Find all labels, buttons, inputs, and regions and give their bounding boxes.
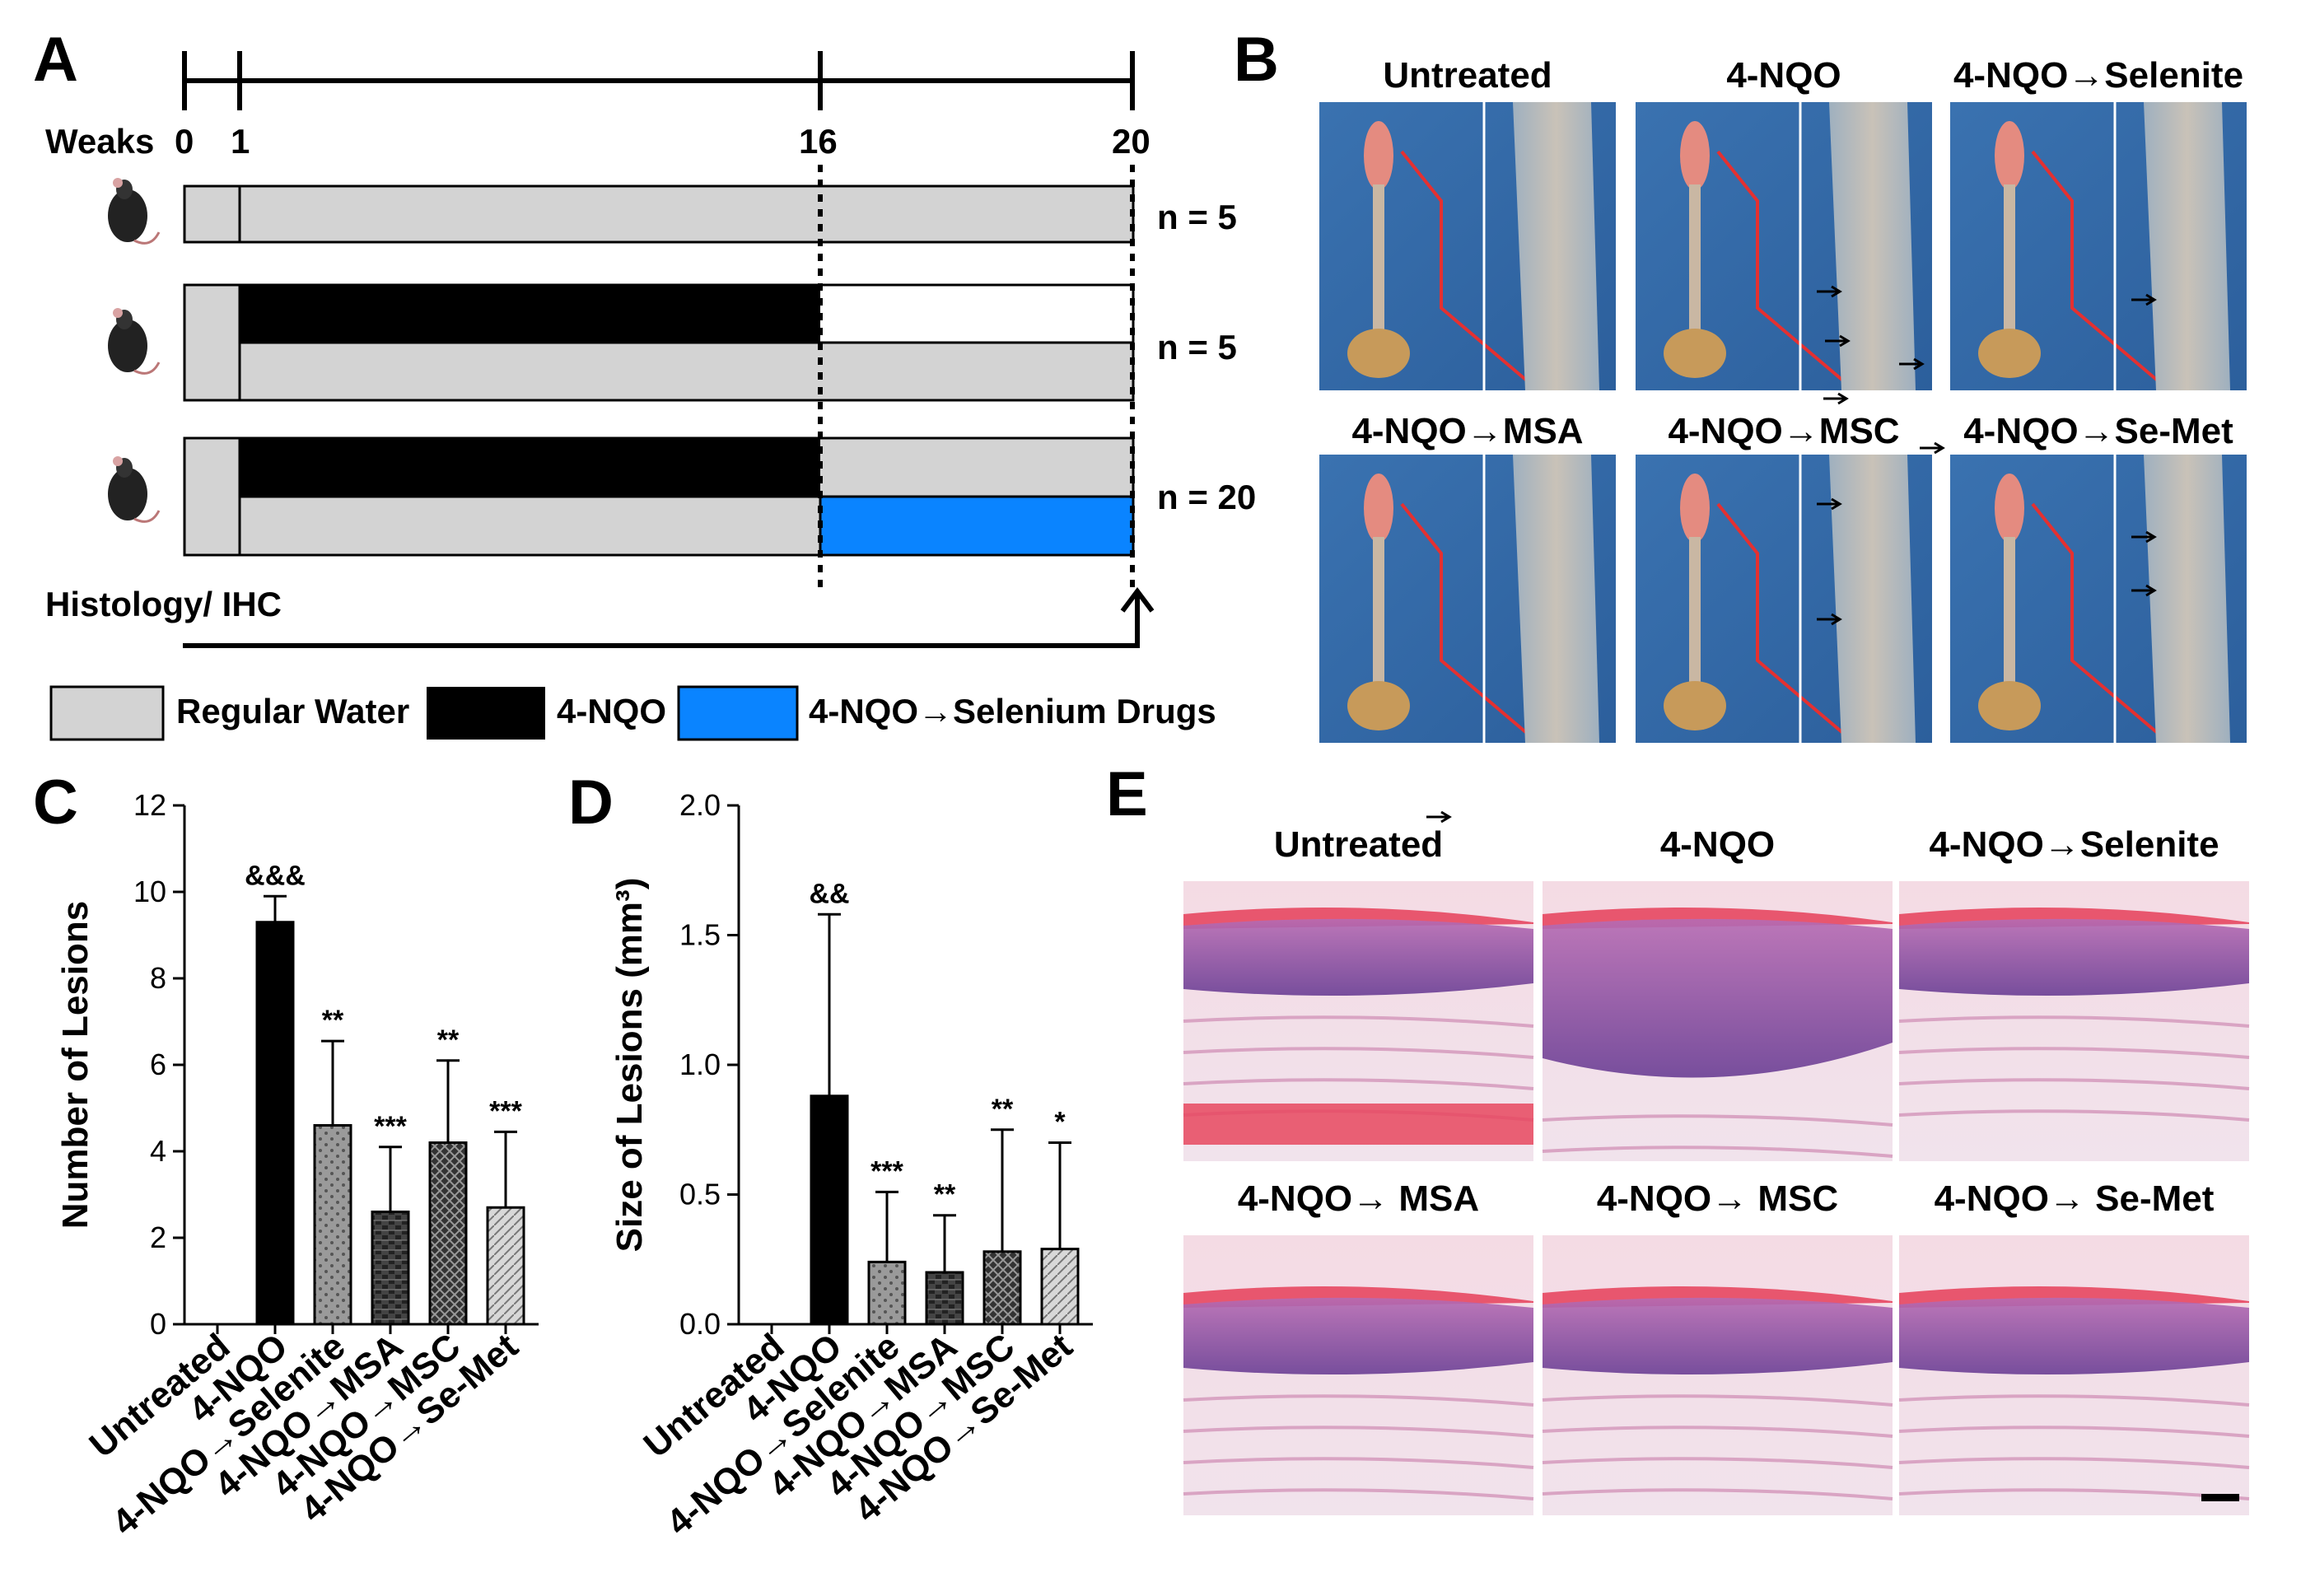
y-tick-label: 10 xyxy=(133,875,166,908)
week-axis-label: Weaks xyxy=(45,122,154,161)
y-tick-label: 0 xyxy=(150,1307,166,1341)
gross-photo-title: 4-NQO→MSA xyxy=(1351,411,1583,451)
gross-photo-grid: Untreated 4-NQO 4-NQO→Selenite 4-NQO→MSA 4-N… xyxy=(1319,55,2247,824)
y-tick-label: 4 xyxy=(150,1134,166,1168)
y-tick-label: 1.0 xyxy=(679,1048,721,1081)
histology-title: 4-NQO→Selenite xyxy=(1929,824,2219,865)
legend-label-4nqo: 4-NQO xyxy=(557,692,666,730)
y-tick-label: 12 xyxy=(133,788,166,822)
mouse-icon xyxy=(108,178,161,245)
gross-photo xyxy=(1319,455,1616,824)
histology-image xyxy=(1542,881,1893,1161)
significance-label: && xyxy=(809,878,849,909)
bar xyxy=(428,1141,468,1326)
y-tick-label: 1.5 xyxy=(679,918,721,952)
panel-label-a: A xyxy=(33,25,78,95)
bar xyxy=(1040,1248,1080,1326)
group-2-bars xyxy=(183,283,1135,402)
gross-photo-title: 4-NQO→Se-Met xyxy=(1963,411,2233,451)
legend-label-water: Regular Water xyxy=(176,692,409,730)
significance-label: *** xyxy=(870,1155,903,1187)
y-tick-label: 2 xyxy=(150,1220,166,1254)
legend-swatch-4nqo xyxy=(427,687,545,740)
histology-image xyxy=(1183,881,1534,1161)
gross-photo xyxy=(1950,102,2247,492)
significance-label: * xyxy=(1054,1107,1066,1138)
y-tick-label: 0.5 xyxy=(679,1178,721,1211)
histology-title: Untreated xyxy=(1274,824,1443,865)
gross-photo xyxy=(1319,102,1616,390)
y-axis-label: Size of Lesions (mm³) xyxy=(609,878,650,1253)
bar xyxy=(486,1206,525,1326)
significance-label: ** xyxy=(322,1005,344,1036)
significance-label: *** xyxy=(374,1111,407,1142)
gross-photo-title: 4-NQO→Selenite xyxy=(1953,55,2243,96)
gross-photo xyxy=(1636,455,1932,743)
mouse-icon xyxy=(108,308,161,375)
y-tick-label: 0.0 xyxy=(679,1307,721,1341)
legend-swatch-selenium xyxy=(677,685,799,741)
y-tick-label: 8 xyxy=(150,961,166,995)
week-tick-label-0: 0 xyxy=(175,122,194,161)
histology-image xyxy=(1898,881,2250,1161)
panel-label-b: B xyxy=(1234,25,1279,95)
endpoint-arrow-icon xyxy=(1120,587,1155,613)
week-tick-label-20: 20 xyxy=(1112,122,1150,161)
scale-bar xyxy=(2201,1494,2239,1501)
significance-label: ** xyxy=(992,1094,1014,1125)
y-axis-label: Number of Lesions xyxy=(55,901,96,1230)
significance-label: ** xyxy=(437,1024,460,1056)
panel-label-c: C xyxy=(33,768,78,838)
histology-title: 4-NQO→ MSC xyxy=(1597,1178,1838,1219)
bar xyxy=(255,921,295,1326)
bar xyxy=(925,1271,964,1326)
week-tick-label-1: 1 xyxy=(231,122,250,161)
panel-label-d: D xyxy=(568,768,614,838)
timeline-panel: Weaks 0 1 16 20 xyxy=(45,51,1256,741)
gross-photo xyxy=(1636,102,1945,455)
histology-title: 4-NQO→ Se-Met xyxy=(1935,1178,2215,1219)
significance-label: ** xyxy=(934,1179,956,1211)
histology-image xyxy=(1542,1235,1893,1515)
histology-image xyxy=(1898,1235,2250,1515)
histology-title: 4-NQO xyxy=(1660,824,1775,865)
bar xyxy=(371,1211,410,1326)
gross-photo-title: Untreated xyxy=(1383,55,1552,96)
gross-photo-title: 4-NQO→MSC xyxy=(1668,411,1899,451)
y-tick-label: 6 xyxy=(150,1048,166,1081)
histology-image xyxy=(1183,1235,1534,1515)
panel-label-e: E xyxy=(1106,759,1148,829)
week-tick-label-16: 16 xyxy=(799,122,838,161)
bar xyxy=(867,1260,907,1326)
endpoint-label: Histology/ IHC xyxy=(45,585,282,623)
group-2-n-label: n = 5 xyxy=(1157,328,1237,366)
gross-photo xyxy=(1950,455,2247,743)
histology-title: 4-NQO→ MSA xyxy=(1238,1178,1479,1219)
bar xyxy=(982,1250,1022,1326)
legend-swatch-water xyxy=(49,685,165,741)
significance-label: &&& xyxy=(245,860,306,891)
group-3-n-label: n = 20 xyxy=(1157,478,1256,516)
gross-photo-title: 4-NQO xyxy=(1726,55,1841,96)
group-3-bars xyxy=(183,436,1135,557)
mouse-icon xyxy=(108,456,161,523)
significance-label: *** xyxy=(489,1095,522,1127)
bar xyxy=(313,1124,352,1326)
legend-label-selenium: 4-NQO→Selenium Drugs xyxy=(809,692,1216,730)
group-1-n-label: n = 5 xyxy=(1157,198,1237,236)
histology-grid: Untreated 4-NQO 4-NQO→Selenite 4-NQO→ MSA 4-… xyxy=(1183,824,2250,1515)
group-1-bars xyxy=(183,184,1135,244)
bar xyxy=(810,1094,849,1326)
y-tick-label: 2.0 xyxy=(679,788,721,822)
